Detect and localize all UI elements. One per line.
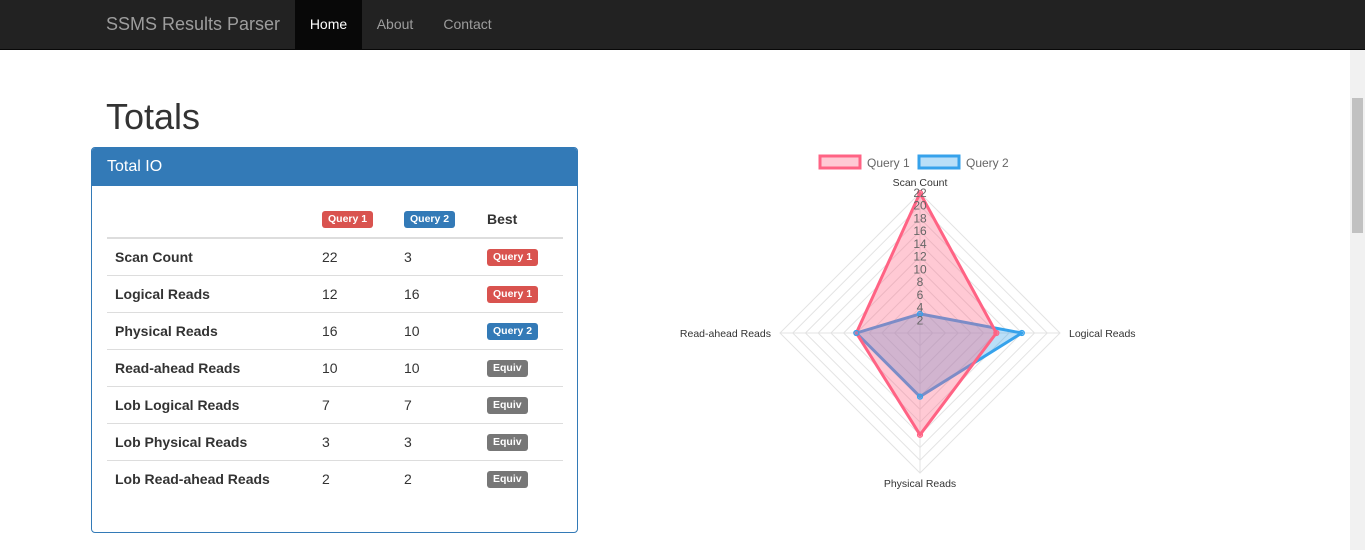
- series-point: [853, 329, 860, 337]
- header-query-1: Query 1: [314, 200, 396, 239]
- query-1-label: Query 1: [322, 211, 374, 228]
- page-title: Totals: [106, 96, 201, 137]
- metric-cell: Lob Read-ahead Reads: [107, 459, 314, 497]
- series-point: [916, 393, 924, 400]
- best-cell: Equiv: [479, 348, 563, 386]
- query-1-value: 22: [322, 248, 338, 265]
- axis-label: Scan Count: [893, 177, 948, 189]
- series-point: [993, 329, 1000, 337]
- tick-label: 12: [913, 250, 927, 264]
- query-2-value: 3: [404, 248, 412, 265]
- best-cell: Equiv: [479, 459, 563, 497]
- legend-label: Query 2: [966, 156, 1009, 170]
- series-area-query-2: [854, 312, 1024, 399]
- table-body: Scan Count 22 3 Query 1 Logical Reads 12 16 Que…: [107, 238, 563, 497]
- best-badge: Equiv: [487, 397, 528, 414]
- best-cell: Equiv: [479, 422, 563, 460]
- legend-swatch: [917, 154, 961, 170]
- metric-cell: Lob Logical Reads: [107, 385, 314, 423]
- table-row: Logical Reads 12 16 Query 1: [107, 274, 563, 312]
- query-1-value: 7: [314, 385, 396, 423]
- radar-axis-labels: Scan Count Logical Reads Physical Reads Rea…: [680, 177, 1136, 490]
- table-row: Physical Reads 16 10 Query 2: [107, 311, 563, 349]
- brand-link[interactable]: SSMS Results Parser: [106, 14, 281, 34]
- header-query-2: Query 2: [396, 200, 479, 239]
- chart-legend: Query 1 Query 2: [818, 154, 1009, 170]
- tick-label: 4: [917, 301, 924, 315]
- best-badge: Equiv: [487, 360, 528, 377]
- metric-cell: Physical Reads: [107, 311, 314, 349]
- series-point: [916, 310, 924, 318]
- query-2-value: 3: [396, 422, 479, 460]
- query-1-value: 10: [314, 348, 396, 386]
- best-cell: Query 1: [479, 238, 563, 275]
- legend-swatch: [818, 154, 862, 170]
- query-2-value: 2: [396, 459, 479, 497]
- series-point: [1018, 329, 1025, 337]
- table-row: Lob Logical Reads 7 7 Equiv: [107, 385, 563, 423]
- tick-label: 16: [913, 224, 927, 238]
- nav-contact[interactable]: Contact: [443, 16, 492, 32]
- query-1-value: 2: [314, 459, 396, 497]
- tick-label: 20: [913, 199, 927, 213]
- best-cell: Query 2: [479, 311, 563, 349]
- nav-about[interactable]: About: [376, 16, 414, 32]
- panel-heading: Total IO: [92, 148, 577, 186]
- tick-label: 10: [913, 262, 927, 276]
- tick-label: 22: [913, 186, 927, 200]
- table-header-row: Query 1 Query 2 Best: [107, 200, 563, 239]
- query-2-value: 16: [396, 274, 479, 312]
- best-cell: Equiv: [479, 385, 563, 423]
- io-table: Query 1 Query 2 Best Scan Count 22 3 Query …: [107, 200, 563, 497]
- axis-label: Logical Reads: [1069, 328, 1136, 340]
- query-1-value: 12: [314, 274, 396, 312]
- radar-series: [853, 189, 1025, 438]
- tick-label: 18: [913, 211, 927, 225]
- header-best: Best: [479, 200, 563, 239]
- best-badge: Query 1: [487, 249, 539, 267]
- table-row: Lob Read-ahead Reads 2 2 Equiv: [107, 459, 563, 497]
- metric-cell: Scan Count: [115, 248, 193, 265]
- tick-label: 6: [917, 288, 924, 302]
- scrollbar-thumb[interactable]: [1352, 98, 1363, 233]
- table-row: Lob Physical Reads 3 3 Equiv: [107, 422, 563, 460]
- legend-label: Query 1: [867, 156, 910, 170]
- tick-label: 8: [917, 275, 924, 289]
- navbar: SSMS Results Parser Home About Contact: [0, 0, 1365, 50]
- vertical-scrollbar[interactable]: [1350, 50, 1365, 550]
- best-badge: Equiv: [487, 434, 528, 451]
- best-badge: Equiv: [487, 471, 528, 489]
- best-cell: Query 1: [479, 274, 563, 312]
- query-1-value: 3: [314, 422, 396, 460]
- query-2-label: Query 2: [404, 211, 456, 228]
- series-area-query-1: [854, 191, 998, 437]
- metric-cell: Logical Reads: [107, 274, 314, 312]
- nav-home[interactable]: Home: [295, 0, 362, 50]
- tick-label: 14: [913, 237, 927, 251]
- axis-label: Physical Reads: [884, 478, 956, 490]
- query-1-value: 16: [314, 311, 396, 349]
- best-badge: Query 1: [487, 286, 539, 303]
- query-2-value: 10: [396, 311, 479, 349]
- table-row: Read-ahead Reads 10 10 Equiv: [107, 348, 563, 386]
- tick-label: 2: [917, 313, 924, 327]
- series-point: [916, 189, 924, 197]
- query-2-value: 10: [396, 348, 479, 386]
- series-point: [916, 431, 924, 438]
- best-badge: Query 2: [487, 323, 539, 340]
- query-2-value: 7: [396, 385, 479, 423]
- total-io-panel: Total IO Query 1 Query 2 Best Scan Count…: [91, 147, 578, 533]
- axis-label: Read-ahead Reads: [680, 328, 771, 340]
- metric-cell: Read-ahead Reads: [107, 348, 314, 386]
- header-metric: [107, 200, 314, 239]
- table-row: Scan Count 22 3 Query 1: [107, 238, 563, 275]
- metric-cell: Lob Physical Reads: [107, 422, 314, 460]
